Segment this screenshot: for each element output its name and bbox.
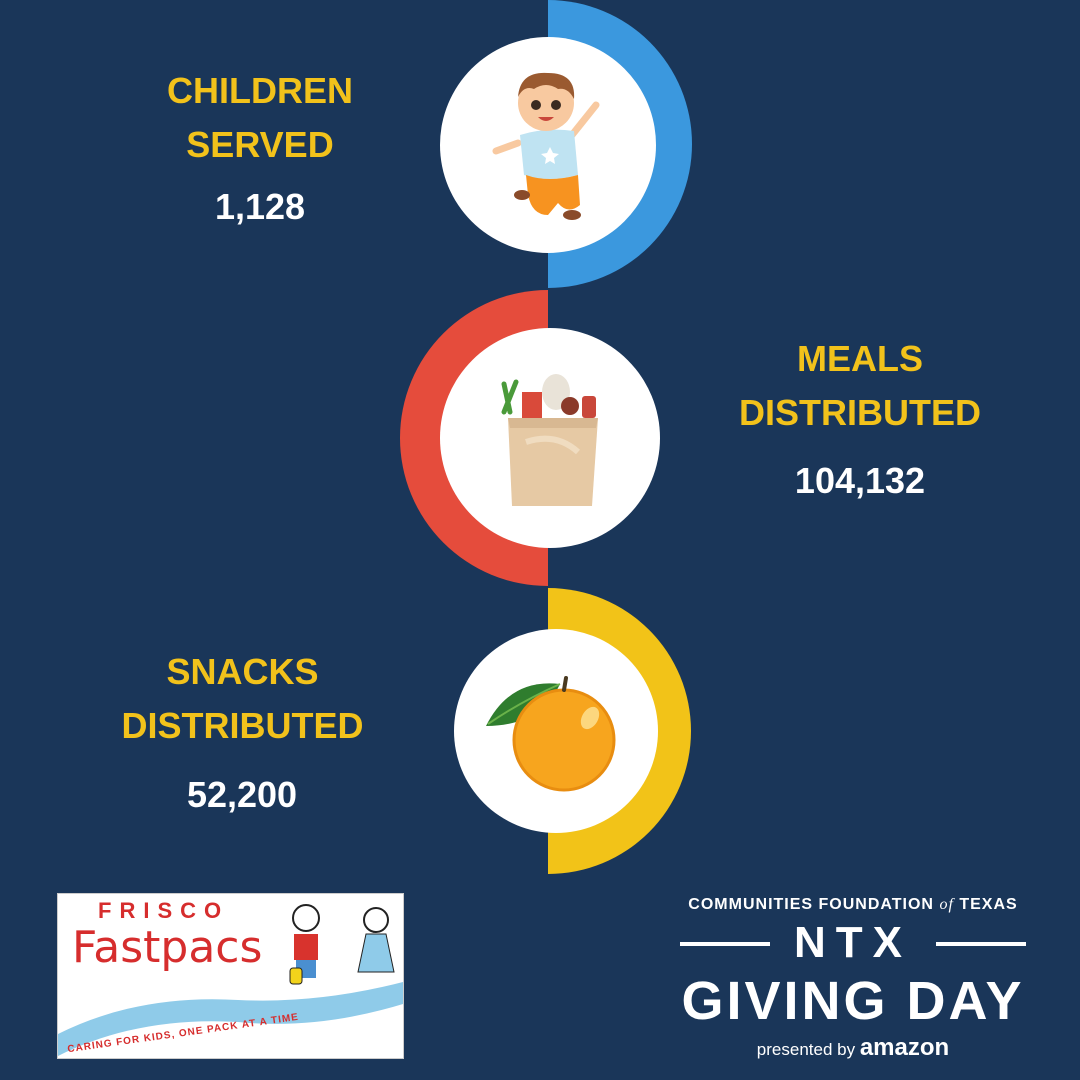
frisco-fastpacs-logo: FRISCO Fastpacs CARING FOR KIDS, ONE PAC… — [57, 893, 404, 1059]
meals-distributed-value: 104,132 — [794, 460, 926, 501]
label-line2: SERVED — [186, 124, 334, 165]
meals-distributed-label: MEALS DISTRIBUTED — [720, 332, 1000, 440]
snacks-distributed-value: 52,200 — [186, 774, 298, 815]
giving-day-text: GIVING DAY — [681, 971, 1025, 1031]
label-line1: MEALS — [797, 338, 923, 379]
jumping-child-icon — [492, 72, 600, 220]
orange-icon — [486, 676, 616, 792]
ntx-rule-left — [680, 942, 770, 946]
logo-fastpacs-text: Fastpacs — [72, 922, 263, 973]
label-line1: CHILDREN — [167, 70, 353, 111]
children-served-label: CHILDREN SERVED — [120, 64, 400, 172]
communities-foundation-text: COMMUNITIES FOUNDATION of TEXAS — [688, 896, 1018, 913]
label-line2: DISTRIBUTED — [739, 392, 981, 433]
ntx-text: NTX — [794, 918, 912, 967]
logo-swoosh-and-kids — [58, 904, 403, 1056]
label-line1: SNACKS — [166, 651, 319, 692]
label-line2: DISTRIBUTED — [121, 705, 364, 746]
ntx-rule-right — [936, 942, 1026, 946]
presented-by-amazon: presented by amazon — [756, 1034, 950, 1061]
children-served-value: 1,128 — [214, 186, 306, 227]
logo-frisco-text: FRISCO — [98, 898, 230, 923]
ntx-giving-day-logo: COMMUNITIES FOUNDATION of TEXAS NTX GIVI… — [668, 896, 1038, 1066]
amazon-wordmark: amazon — [859, 1034, 950, 1061]
snacks-distributed-label: SNACKS DISTRIBUTED — [100, 645, 385, 753]
grocery-bag-icon — [501, 374, 598, 506]
